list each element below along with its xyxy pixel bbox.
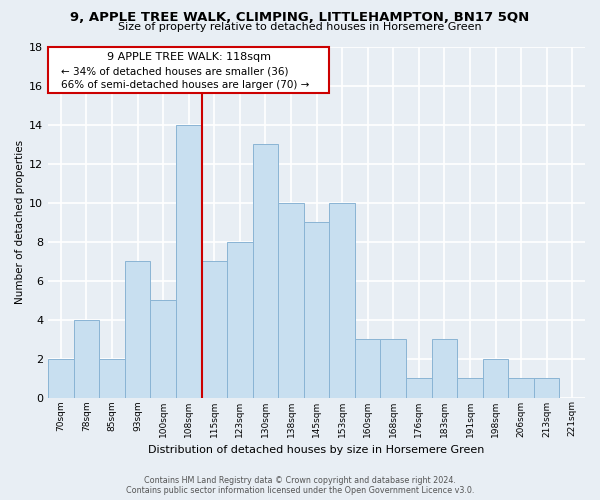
Bar (48, 358, 74, 398)
FancyBboxPatch shape (48, 46, 329, 94)
Bar (380, 339, 406, 398)
Bar (457, 378, 483, 398)
Bar (329, 202, 355, 398)
Bar (74, 320, 99, 398)
Text: ← 34% of detached houses are smaller (36): ← 34% of detached houses are smaller (36… (61, 66, 289, 76)
Bar (99, 358, 125, 398)
Text: 9 APPLE TREE WALK: 118sqm: 9 APPLE TREE WALK: 118sqm (107, 52, 271, 62)
Bar (125, 261, 151, 398)
Bar (304, 222, 329, 398)
Bar (151, 300, 176, 398)
Bar (508, 378, 534, 398)
Bar (202, 261, 227, 398)
Bar (483, 358, 508, 398)
Bar (278, 202, 304, 398)
Bar (406, 378, 431, 398)
Bar (534, 378, 559, 398)
Text: 66% of semi-detached houses are larger (70) →: 66% of semi-detached houses are larger (… (61, 80, 310, 90)
Text: Size of property relative to detached houses in Horsemere Green: Size of property relative to detached ho… (118, 22, 482, 32)
Y-axis label: Number of detached properties: Number of detached properties (15, 140, 25, 304)
Bar (227, 242, 253, 398)
Text: 9, APPLE TREE WALK, CLIMPING, LITTLEHAMPTON, BN17 5QN: 9, APPLE TREE WALK, CLIMPING, LITTLEHAMP… (70, 11, 530, 24)
Bar (176, 124, 202, 398)
Bar (253, 144, 278, 398)
Text: Contains HM Land Registry data © Crown copyright and database right 2024.
Contai: Contains HM Land Registry data © Crown c… (126, 476, 474, 495)
X-axis label: Distribution of detached houses by size in Horsemere Green: Distribution of detached houses by size … (148, 445, 485, 455)
Bar (431, 339, 457, 398)
Bar (355, 339, 380, 398)
